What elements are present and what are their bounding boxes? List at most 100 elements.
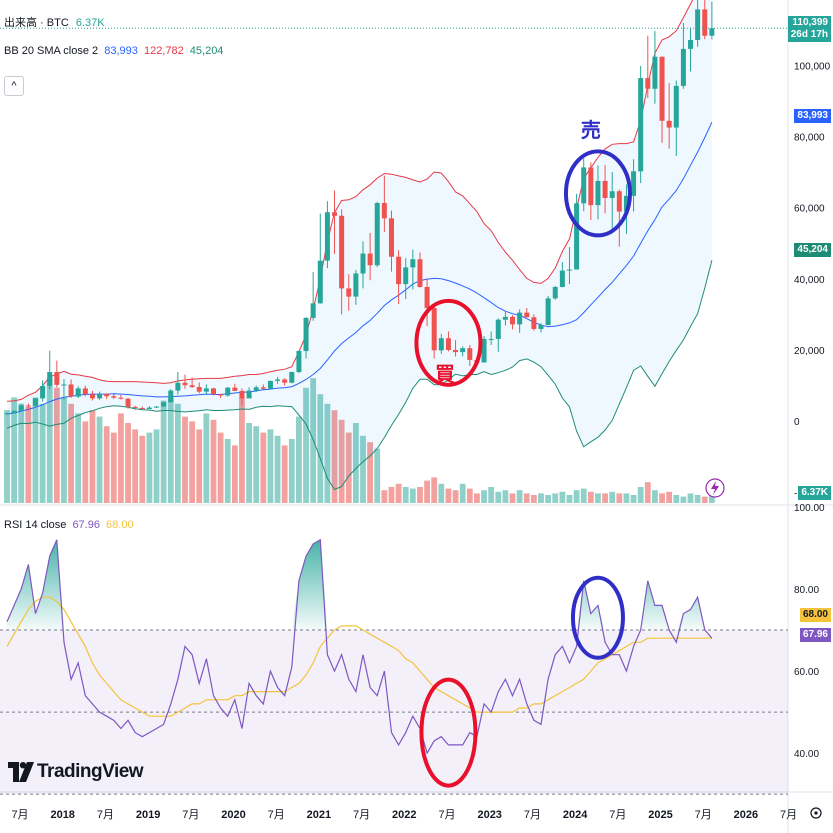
volume-bar	[623, 493, 630, 503]
candle	[559, 262, 565, 288]
candle	[695, 0, 701, 47]
volume-bar	[530, 495, 537, 503]
candle-body	[574, 203, 580, 270]
candle-body	[182, 382, 188, 386]
volume-bar	[630, 495, 637, 503]
candle-body	[189, 385, 195, 387]
candle	[517, 309, 523, 333]
candle-body	[424, 286, 430, 308]
volume-bar	[395, 483, 402, 503]
volume-bar	[666, 491, 673, 503]
candle-body	[125, 398, 131, 407]
candle	[602, 164, 608, 214]
candle-body	[623, 195, 629, 212]
candle	[253, 385, 259, 392]
candle	[40, 380, 46, 402]
time-tick-label: 2023	[477, 809, 501, 821]
volume-bar	[360, 435, 366, 503]
tradingview-wordmark: TradingView	[37, 761, 144, 782]
bb-legend-basis: 83,993	[104, 45, 138, 57]
volume-bar	[409, 488, 416, 503]
candle-body	[453, 349, 459, 353]
volume-bar	[132, 429, 139, 503]
time-tick-label: 7月	[780, 809, 797, 821]
candle-body	[111, 396, 117, 398]
volume-bar	[452, 490, 459, 503]
time-tick-label: 2021	[307, 809, 331, 821]
volume-bar	[160, 400, 167, 503]
volume-bar	[139, 435, 146, 503]
volume-bar	[680, 496, 687, 503]
time-tick-label: 2020	[221, 809, 245, 821]
volume-bar	[566, 495, 573, 503]
bb-legend-lower: 45,204	[189, 45, 224, 57]
volume-bar	[303, 387, 309, 503]
chevron-up-icon: ^	[11, 80, 17, 92]
candle	[125, 398, 131, 409]
volume-bar	[174, 403, 181, 503]
rsi-tick-label: 60.00	[794, 667, 819, 678]
candle	[289, 371, 295, 384]
candle-body	[709, 28, 715, 36]
candle-body	[388, 218, 394, 257]
bb-basis-tag: 83,993	[794, 109, 831, 123]
candle-body	[196, 386, 202, 392]
volume-bar	[381, 490, 388, 503]
candle	[339, 209, 345, 315]
candle	[360, 241, 366, 289]
volume-bar	[545, 495, 552, 503]
volume-bar	[417, 487, 423, 503]
candle	[161, 401, 167, 407]
candle-body	[132, 406, 138, 408]
volume-bar	[445, 488, 452, 503]
candle	[431, 306, 437, 359]
candle	[239, 388, 245, 406]
volume-legend[interactable]: 出来高 · BTC 6.37K	[4, 14, 105, 30]
volume-bar	[110, 432, 117, 503]
candle	[467, 344, 473, 366]
candle	[481, 336, 487, 363]
price-tick-label: 20,000	[794, 346, 825, 357]
collapse-legend-button[interactable]: ^	[4, 76, 24, 96]
candle-body	[673, 85, 679, 128]
volume-bar	[523, 493, 530, 503]
volume-bar	[103, 426, 110, 503]
rsi-legend[interactable]: RSI 14 close 67.96 68.00	[4, 519, 134, 531]
candle	[688, 27, 694, 72]
volume-bar	[46, 378, 53, 503]
bb-legend[interactable]: BB 20 SMA close 2 83,993 122,782 45,204	[4, 45, 223, 57]
buy-rsi-circle	[419, 677, 478, 788]
buy-label: 買	[435, 362, 455, 386]
volume-bar	[573, 490, 580, 503]
candle-body	[260, 387, 266, 389]
candle	[246, 387, 252, 399]
candle	[460, 346, 466, 357]
candle-body	[609, 191, 615, 199]
candle-body	[289, 372, 295, 383]
volume-bar	[317, 394, 324, 503]
candle-body	[360, 253, 366, 274]
candle-body	[460, 348, 466, 353]
volume-bar	[18, 403, 25, 503]
volume-bar	[345, 432, 352, 503]
volume-bar	[11, 397, 18, 503]
gear-icon-center	[814, 811, 818, 815]
volume-bar	[25, 407, 32, 503]
candle	[588, 162, 594, 221]
candle-body	[566, 269, 572, 271]
volume-legend-label: 出来高 · BTC	[4, 17, 69, 29]
volume-legend-value: 6.37K	[75, 17, 105, 29]
bb-fill	[7, 0, 712, 490]
volume-bar	[609, 491, 616, 503]
candle-body	[467, 348, 473, 360]
candle	[531, 314, 537, 331]
candle	[581, 158, 587, 212]
candle	[680, 22, 686, 89]
sell-rsi-circle	[570, 575, 625, 660]
bb-legend-upper: 122,782	[143, 45, 184, 57]
candle	[510, 315, 516, 330]
candle-body	[25, 405, 31, 407]
volume-bar	[673, 495, 680, 503]
volume-bar	[644, 482, 651, 503]
